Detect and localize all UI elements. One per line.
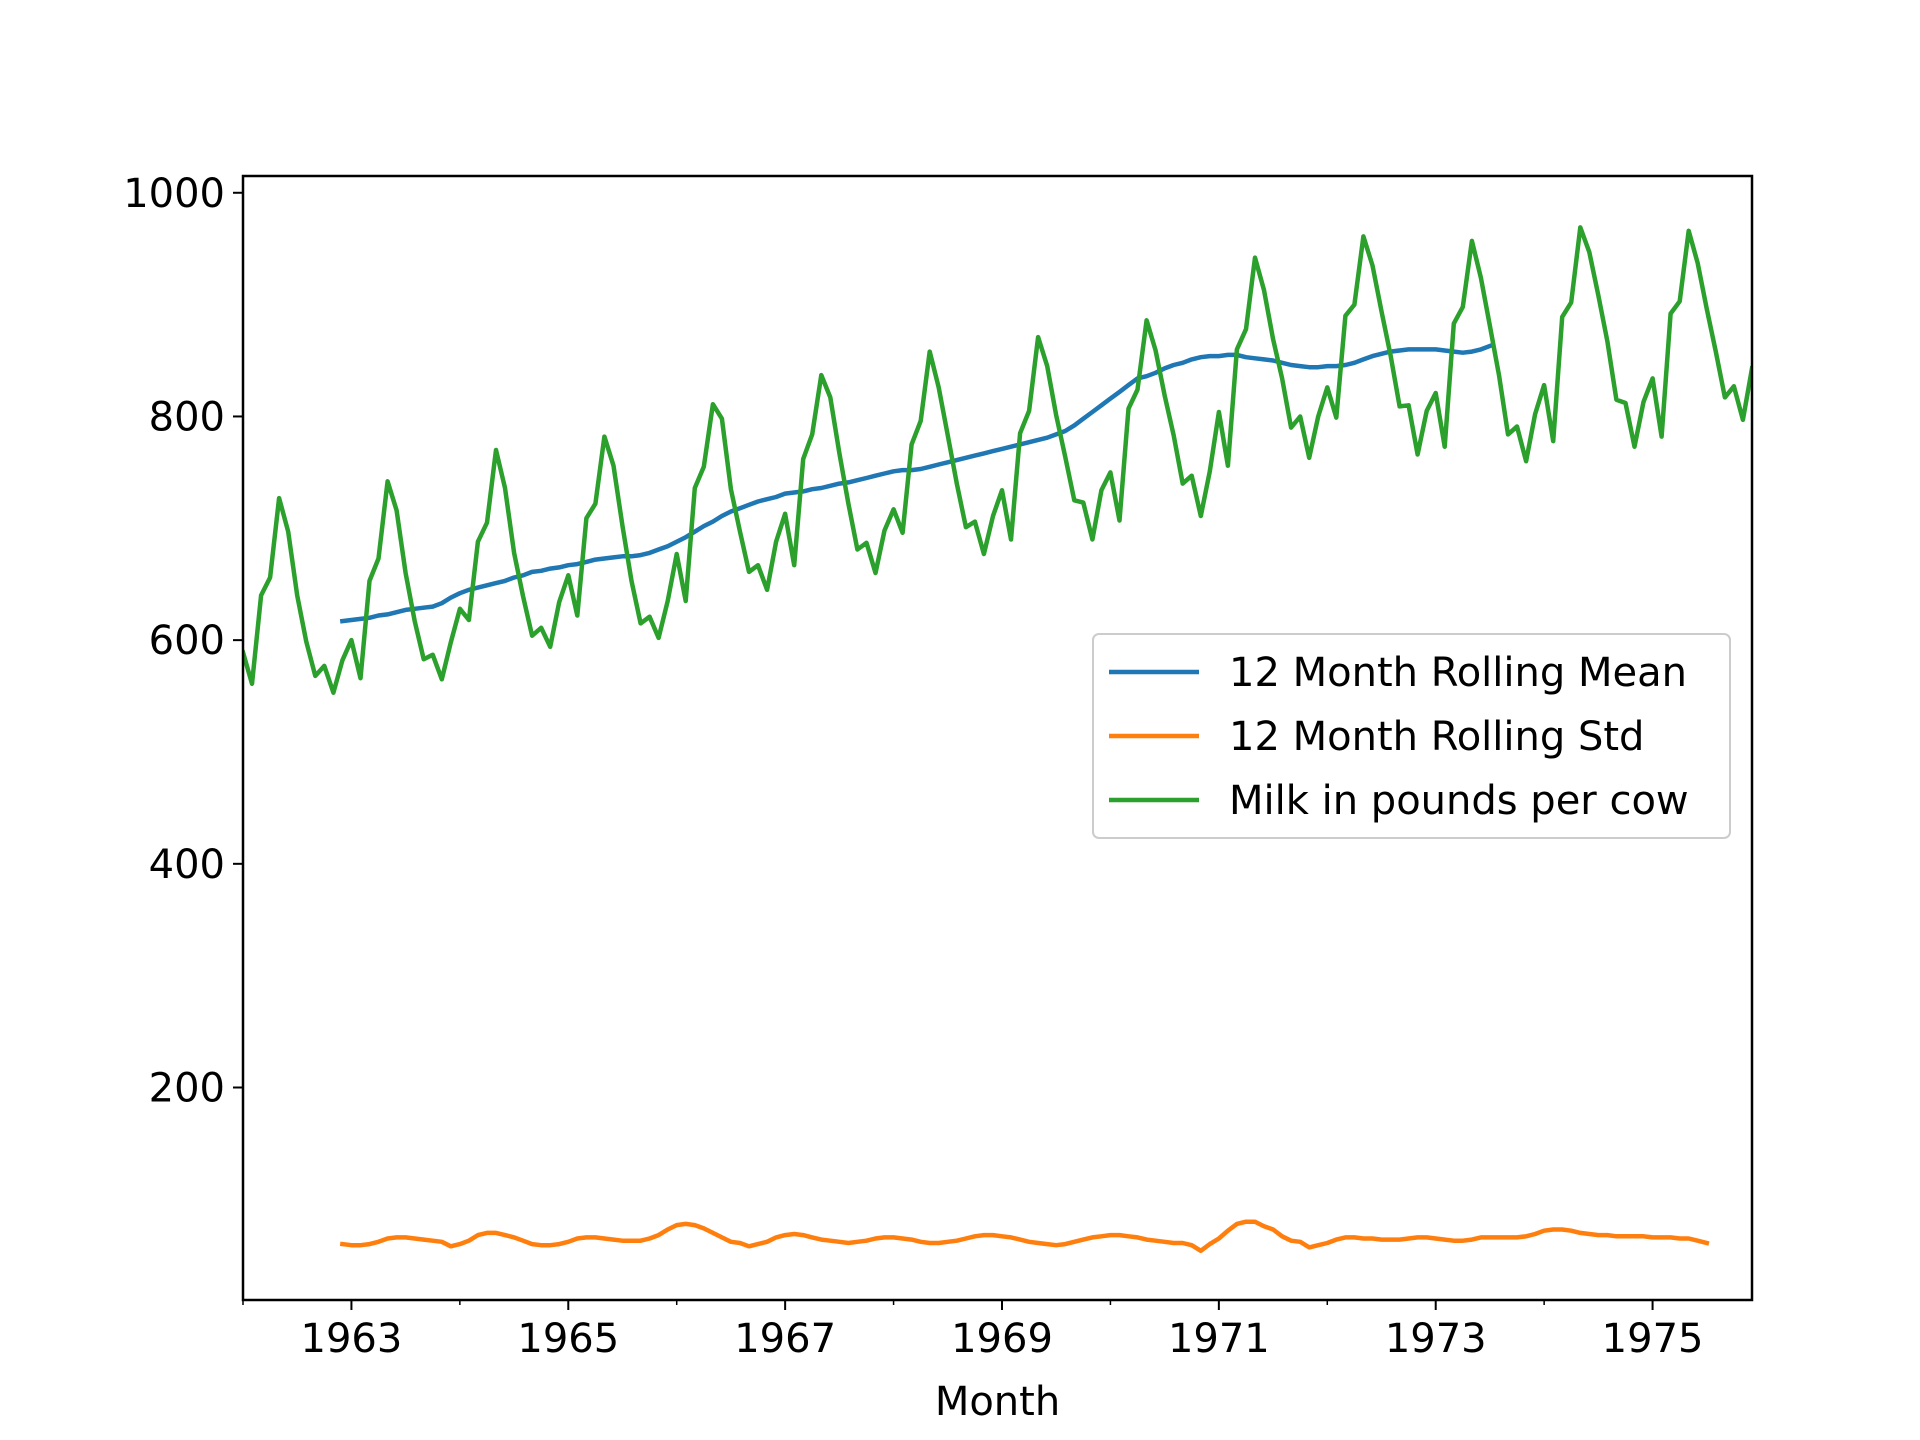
- series-line-3: [243, 225, 1752, 695]
- x-tick-label: 1969: [951, 1316, 1053, 1362]
- legend-label: 12 Month Rolling Std: [1229, 714, 1644, 760]
- series-layer: [243, 225, 1752, 1254]
- x-tick-label: 1967: [734, 1316, 836, 1362]
- y-tick-label: 600: [149, 618, 225, 664]
- x-tick-label: 1971: [1168, 1316, 1270, 1362]
- legend-label: Milk in pounds per cow: [1229, 778, 1689, 824]
- y-axis: 200 400 600 800 1000: [123, 171, 243, 1112]
- x-axis: 1963 1965 1967 1969 1971 1973 1975: [242, 1300, 1704, 1362]
- y-tick-label: 1000: [123, 171, 225, 217]
- x-tick-label: 1975: [1602, 1316, 1704, 1362]
- y-tick-label: 200: [149, 1066, 225, 1112]
- series-line-2: [339, 1219, 1710, 1254]
- series-line-1: [339, 343, 1493, 624]
- y-tick-label: 800: [149, 394, 225, 440]
- legend: 12 Month Rolling Mean 12 Month Rolling St…: [1092, 633, 1731, 839]
- legend-label: 12 Month Rolling Mean: [1229, 650, 1687, 696]
- plot-area-frame: [241, 174, 1754, 1302]
- y-tick-label: 400: [149, 842, 225, 888]
- x-tick-label: 1973: [1385, 1316, 1487, 1362]
- x-tick-label: 1965: [517, 1316, 619, 1362]
- x-axis-title: Month: [935, 1379, 1060, 1425]
- legend-box: [1092, 633, 1731, 839]
- x-tick-label: 1963: [301, 1316, 403, 1362]
